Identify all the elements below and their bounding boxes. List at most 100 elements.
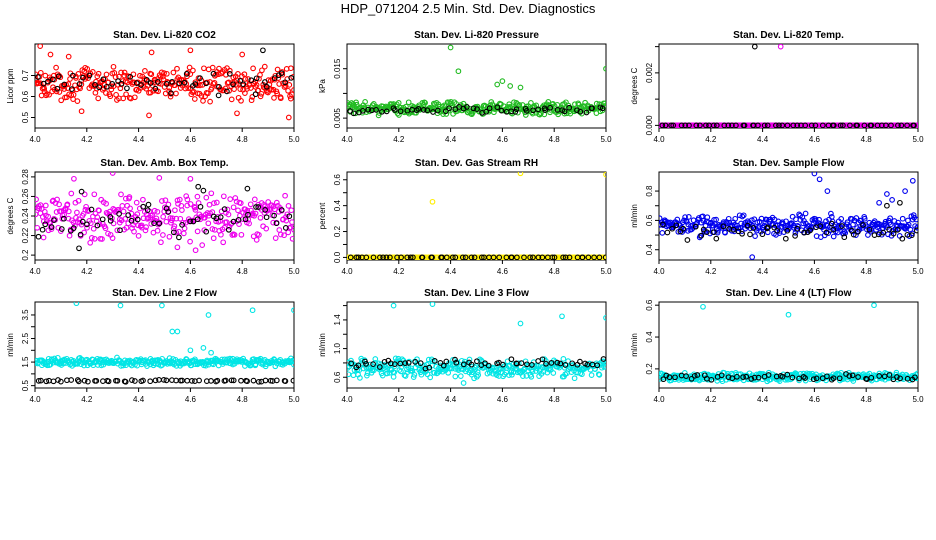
data-point-main [291,87,294,93]
data-point-secondary [453,359,460,366]
data-point-main [277,231,284,238]
data-point-secondary [670,122,677,128]
data-point-secondary [672,374,678,381]
data-point-secondary [347,254,354,260]
data-point-main [135,233,142,239]
y-tick-label: 0.22 [21,227,30,243]
data-point-secondary [782,235,789,242]
data-points [659,44,918,128]
data-point-secondary [468,361,475,368]
x-tick-label: 4.6 [497,395,509,404]
outlier-point-main [71,175,77,182]
data-point-secondary [88,206,95,213]
data-point-secondary [784,371,791,378]
data-point-secondary [912,374,918,381]
x-tick-label: 5.0 [600,395,612,404]
data-point-secondary [462,254,469,260]
data-point-main [184,70,191,76]
y-axis-label: ml/min [6,333,15,357]
data-point-main [246,220,252,227]
data-point-main [255,87,262,94]
data-point-main [114,227,121,234]
x-tick-label: 4.8 [549,395,561,404]
data-point-main [249,94,256,100]
data-point-secondary [355,254,362,260]
data-point-secondary [387,254,393,260]
x-tick-label: 4.4 [133,267,145,276]
data-point-main [140,196,146,203]
outlier-point-main [871,302,877,309]
data-point-main [217,218,223,224]
y-tick-label: 1.0 [333,342,342,354]
data-point-secondary [523,108,530,114]
data-point-main [48,226,55,232]
data-point-main [176,196,183,203]
data-point-secondary [708,376,715,383]
data-point-main [790,222,797,229]
data-point-main [173,90,179,97]
outlier-point-main [47,51,54,58]
data-point-secondary [197,75,203,81]
data-point-main [422,100,428,106]
data-point-secondary [355,362,362,369]
outlier-point-main [429,198,436,205]
x-tick-label: 4.6 [185,135,197,144]
data-point-secondary [420,107,427,113]
data-point-main [66,232,73,239]
data-point-secondary [577,108,584,115]
data-point-main [73,214,79,221]
data-point-secondary [145,201,152,208]
data-point-secondary [286,213,293,220]
data-point-main [194,193,201,200]
data-point-main [75,71,82,77]
data-point-main [207,98,213,105]
data-point-secondary [103,83,110,90]
data-point-secondary [290,377,294,384]
x-tick-label: 4.0 [341,267,353,276]
data-point-main [181,360,187,367]
outlier-point-main [187,47,194,54]
x-tick-label: 4.6 [497,135,509,144]
data-point-main [56,201,62,208]
data-point-main [475,372,482,378]
data-point-main [251,196,258,203]
data-point-secondary [894,374,900,380]
data-point-secondary [70,72,76,79]
data-point-secondary [373,107,379,113]
data-point-secondary [678,122,685,128]
data-point-secondary [43,378,50,385]
data-point-main [103,71,110,78]
outlier-point-main [902,188,908,194]
outlier-point-main [148,49,155,56]
data-point-main [395,100,402,106]
data-point-secondary [539,356,546,363]
data-point-secondary [895,122,901,128]
plot-frame [346,43,607,129]
data-point-main [427,374,434,381]
data-point-main [390,374,397,380]
data-points [659,302,918,385]
data-point-secondary [846,373,853,379]
data-point-main [192,207,199,213]
data-point-main [143,224,149,230]
data-point-secondary [240,81,247,88]
outlier-point-main [37,44,44,49]
data-point-secondary [58,226,65,232]
data-point-secondary [238,377,244,384]
data-point-secondary [242,216,249,223]
x-tick-label: 5.0 [600,135,612,144]
data-point-main [528,373,535,380]
data-point-secondary [839,223,845,229]
chart-panel-8: Stan. Dev. Line 3 Flow 4.0 4.2 4.4 4.6 4.8 5.0… [318,288,612,404]
data-point-main [740,212,747,219]
x-tick-label: 4.0 [653,135,665,144]
data-point-secondary [163,81,170,87]
data-point-main [505,254,511,260]
data-point-main [529,110,536,117]
data-point-secondary [789,374,796,381]
data-point-main [37,80,44,87]
data-point-secondary [557,360,564,367]
data-point-main [187,201,194,207]
outlier-point-secondary [195,183,202,190]
data-point-main [142,68,148,74]
